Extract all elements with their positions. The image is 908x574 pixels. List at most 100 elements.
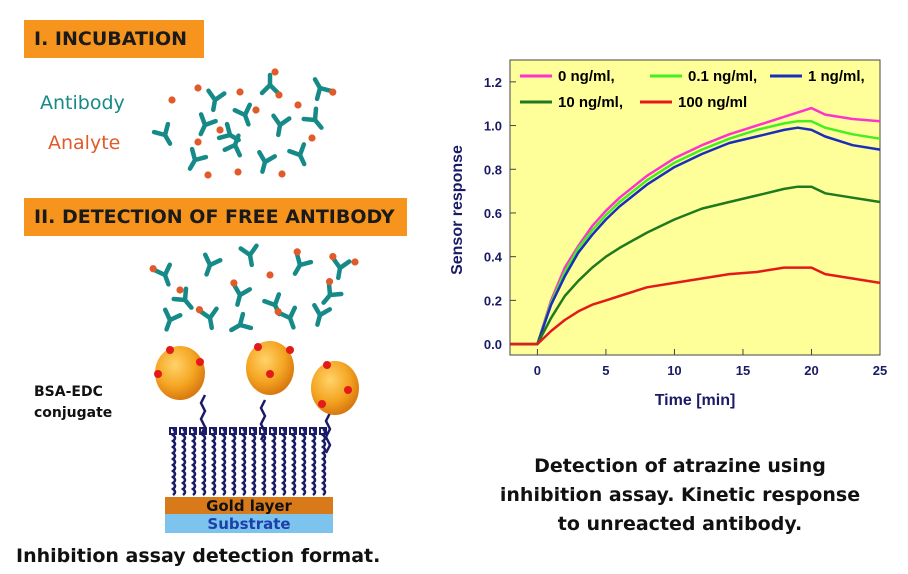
series-line (510, 126, 881, 346)
linker-chain (250, 428, 257, 496)
x-tick-label: 5 (602, 363, 609, 378)
linker-head (199, 427, 207, 435)
analyte-icon (194, 84, 202, 92)
x-tick-label: 15 (736, 363, 750, 378)
substrate-layer: Substrate (165, 514, 333, 533)
x-tick-label: 20 (804, 363, 818, 378)
antibody-icon (301, 106, 324, 130)
analyte-dot (275, 91, 283, 99)
kinetic-response-chart: 0 5 10 15 20 25 0.0 0.2 0.4 0.6 0.8 1.0 1.2 0 ng/ml,… (449, 59, 887, 409)
conjugate-tether (259, 399, 267, 441)
y-tick-label: 0.0 (484, 337, 502, 352)
series-line (510, 119, 881, 346)
linker-head (209, 427, 217, 435)
linker-head (319, 427, 327, 435)
linker-head (299, 427, 307, 435)
linker-chain (200, 428, 207, 496)
legend-analyte: Analyte (48, 132, 121, 154)
analyte-icon (308, 134, 316, 142)
linker-chain (220, 428, 227, 496)
analyte-icon (236, 88, 244, 96)
antibody-icon (229, 311, 254, 333)
antibody-icon (274, 305, 298, 330)
analyte-icon (271, 68, 279, 76)
antibody-icon (216, 121, 241, 143)
legend-label: 0.1 ng/ml, (688, 68, 757, 85)
analyte-icon (234, 168, 242, 176)
y-axis-label: Sensor response (449, 145, 466, 275)
chart-legend: 0 ng/ml, 0.1 ng/ml, 1 ng/ml, 10 ng/ml, 100 n… (520, 68, 865, 111)
y-tick-label: 0.2 (484, 293, 502, 308)
antibody-icon (187, 146, 209, 171)
hapten-dot (323, 361, 331, 369)
linker-head (269, 427, 277, 435)
step1-banner: I. INCUBATION (24, 20, 204, 58)
hapten-dot (344, 386, 352, 394)
antibody-icon (230, 279, 253, 307)
analyte-icon (351, 258, 359, 266)
linker-chain (170, 428, 177, 496)
y-tick-label: 1.0 (484, 119, 502, 134)
analyte-icon (176, 286, 184, 294)
incubation-mixture (151, 68, 337, 179)
analyte-icon (294, 101, 302, 109)
antibody-icon (292, 248, 314, 276)
hapten-dot (166, 346, 174, 354)
analyte-dot (329, 88, 337, 96)
antibody-icon (195, 306, 219, 331)
linker-chain (240, 428, 247, 496)
series-line (510, 266, 881, 346)
legend-label: 10 ng/ml, (558, 94, 623, 111)
chart-caption: Detection of atrazine using inhibition a… (490, 452, 870, 539)
linker-head (179, 427, 187, 435)
analyte-dot (230, 279, 238, 287)
series-lines (510, 106, 881, 346)
linker-head (219, 427, 227, 435)
x-tick-label: 10 (667, 363, 681, 378)
x-tick-label: 0 (534, 363, 541, 378)
analyte-icon (216, 126, 224, 134)
hapten-dot (266, 370, 274, 378)
antibody-icon (257, 149, 278, 174)
linker-head (249, 427, 257, 435)
linker-chain (310, 428, 317, 496)
conjugate-label-line2: conjugate (34, 405, 113, 421)
antibody-icon (198, 112, 218, 137)
linker-chain (180, 428, 187, 496)
analyte-icon (204, 171, 212, 179)
conjugate-label: BSA-EDC conjugate (34, 382, 112, 424)
hapten-dot (318, 400, 326, 408)
analyte-dot (325, 277, 334, 286)
analyte-icon (194, 138, 202, 146)
antibody-icon (232, 102, 253, 127)
linker-head (289, 427, 297, 435)
step2-banner: II. DETECTION OF FREE ANTIBODY (24, 198, 407, 236)
y-tick-label: 0.6 (484, 206, 502, 221)
antibody-icon (271, 113, 292, 138)
assay-illustration (149, 68, 359, 496)
analyte-dot (195, 306, 204, 314)
antibody-icon (312, 77, 337, 102)
linker-head (309, 427, 317, 435)
gold-layer: Gold layer (165, 497, 333, 515)
bsa-sphere (246, 341, 294, 395)
bsa-conjugates (154, 341, 359, 415)
chart-caption-line3: to unreacted antibody. (557, 513, 803, 535)
analyte-dot (293, 248, 301, 256)
analyte-dot (329, 252, 337, 261)
surface-linkers (169, 394, 332, 496)
conjugate-label-line1: BSA-EDC (34, 384, 103, 400)
plot-area (509, 59, 881, 356)
analyte-icon (278, 170, 286, 178)
antibody-icon (259, 72, 283, 99)
analyte-dot (149, 265, 157, 273)
legend-label: 1 ng/ml, (808, 68, 865, 85)
antibody-icon (287, 142, 307, 167)
linker-head (189, 427, 197, 435)
linker-head (229, 427, 237, 435)
hapten-dot (154, 370, 162, 378)
legend-label: 0 ng/ml, (558, 68, 615, 85)
antibody-icon (238, 243, 259, 268)
analyte-dot (274, 308, 282, 316)
step1-title: I. INCUBATION (34, 28, 188, 50)
